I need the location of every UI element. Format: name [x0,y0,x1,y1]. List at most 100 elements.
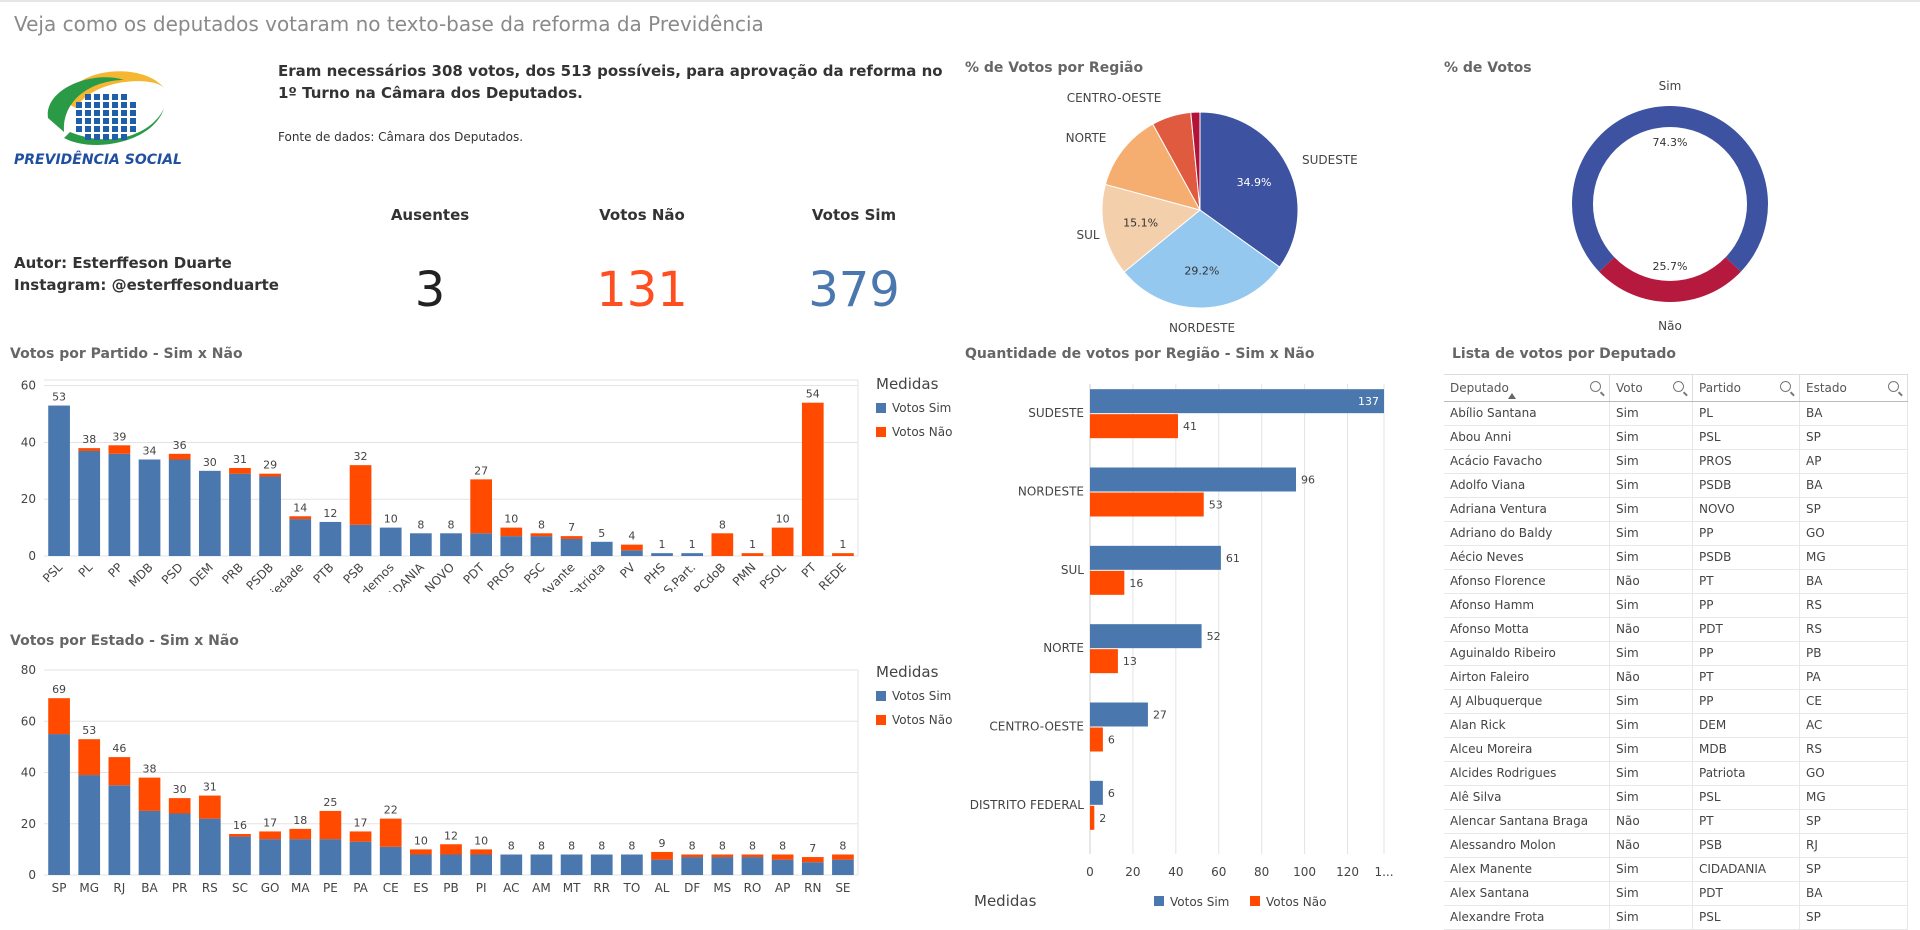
votos-pct-chart-title: % de Votos [1444,60,1532,76]
table-row[interactable]: Abou Anni Sim PSL SP [1444,426,1908,450]
bar-sim [681,857,704,875]
logo-dot [94,110,100,116]
search-icon[interactable] [1780,381,1791,392]
cell-deputado: Afonso Motta [1444,618,1610,641]
bar-sim [198,470,221,556]
col-header-partido[interactable]: Partido [1693,375,1800,401]
page-title: Veja como os deputados votaram no texto-… [14,12,764,36]
donut-category-label: Sim [1659,80,1682,93]
table-row[interactable]: Alex Manente Sim CIDADANIA SP [1444,858,1908,882]
bar-nao [379,818,402,847]
estado-chart: 0 20 40 60 80 69 SP 53 MG 46 RJ 38 BA 30 PR 31 RS 16 SC 17 G… [21,663,859,895]
bar-total-label: 10 [474,834,488,847]
table-row[interactable]: Alexandre Frota Sim PSL SP [1444,906,1908,930]
table-row[interactable]: Alessandro Molon Não PSB RJ [1444,834,1908,858]
bar-nao [1090,414,1178,439]
cell-estado: AC [1800,714,1908,737]
bar-value-label: 96 [1301,474,1315,487]
bar-sim [259,476,281,556]
table-row[interactable]: Afonso Motta Não PDT RS [1444,618,1908,642]
bar-sim [651,553,673,556]
table-row[interactable]: Alencar Santana Braga Não PT SP [1444,810,1908,834]
x-tick-label: PL [76,560,96,580]
table-row[interactable]: Abílio Santana Sim PL BA [1444,402,1908,426]
x-tick-label: AC [503,881,519,895]
bar-value-label: 6 [1108,734,1115,747]
bar-total-label: 8 [598,840,605,853]
cell-partido: PSDB [1693,474,1800,497]
bar-value-label: 6 [1108,787,1115,800]
cell-partido: Patriota [1693,762,1800,785]
cell-voto: Sim [1610,450,1693,473]
x-tick-label: PHS [641,560,668,587]
cell-partido: PROS [1693,450,1800,473]
bar-sim [349,524,372,556]
x-tick-label: DEM [187,560,216,589]
estado-chart-title: Votos por Estado - Sim x Não [10,633,239,649]
bar-total-label: 16 [233,819,247,832]
bar-sim [289,839,312,875]
x-tick-label: PSL [40,560,65,585]
logo-dot [94,126,100,132]
legend-nao-swatch [876,427,886,437]
bar-sim [470,533,493,556]
bar-sim [259,839,281,875]
col-header-label: Estado [1806,381,1847,395]
bar-sim [409,854,432,875]
bar-nao [168,453,191,460]
x-tick-label: PA [353,881,368,895]
table-row[interactable]: Alan Rick Sim DEM AC [1444,714,1908,738]
x-tick-label: MT [563,881,581,895]
table-row[interactable]: Afonso Florence Não PT BA [1444,570,1908,594]
logo-dot [85,118,91,124]
cell-partido: CIDADANIA [1693,858,1800,881]
table-row[interactable]: AJ Albuquerque Sim PP CE [1444,690,1908,714]
cell-voto: Sim [1610,858,1693,881]
bar-total-label: 8 [538,840,545,853]
col-header-deputado[interactable]: Deputado [1444,375,1610,401]
table-row[interactable]: Alcides Rodrigues Sim Patriota GO [1444,762,1908,786]
cell-deputado: Adriano do Baldy [1444,522,1610,545]
table-row[interactable]: Alex Santana Sim PDT BA [1444,882,1908,906]
x-tick-label: GO [261,881,280,895]
cell-voto: Não [1610,570,1693,593]
search-icon[interactable] [1673,381,1684,392]
search-icon[interactable] [1590,381,1601,392]
bar-sim [530,536,553,556]
table-row[interactable]: Adriano do Baldy Sim PP GO [1444,522,1908,546]
kpi-ausentes-label: Ausentes [390,206,470,224]
table-row[interactable]: Airton Faleiro Não PT PA [1444,666,1908,690]
table-row[interactable]: Alê Silva Sim PSL MG [1444,786,1908,810]
table-row[interactable]: Adriana Ventura Sim NOVO SP [1444,498,1908,522]
x-tick-label: PV [617,560,638,581]
cell-deputado: Alexandre Frota [1444,906,1610,929]
bar-sim [289,519,312,556]
col-header-voto[interactable]: Voto [1610,375,1693,401]
bar-nao [1090,727,1103,752]
bar-total-label: 31 [233,453,247,466]
bar-nao [1090,805,1095,830]
table-row[interactable]: Alceu Moreira Sim MDB RS [1444,738,1908,762]
bar-nao [168,798,191,814]
x-tick-label: SC [232,881,248,895]
table-row[interactable]: Acácio Favacho Sim PROS AP [1444,450,1908,474]
bar-total-label: 12 [323,507,337,520]
sort-ascending-icon [1508,393,1516,399]
table-row[interactable]: Aécio Neves Sim PSDB MG [1444,546,1908,570]
bar-nao [560,536,583,539]
cell-deputado: Airton Faleiro [1444,666,1610,689]
table-row[interactable]: Adolfo Viana Sim PSDB BA [1444,474,1908,498]
bar-sim [48,405,70,556]
search-icon[interactable] [1888,381,1899,392]
cell-deputado: Alan Rick [1444,714,1610,737]
col-header-estado[interactable]: Estado [1800,375,1908,401]
cell-deputado: Afonso Hamm [1444,594,1610,617]
legend-sim: Votos Sim [876,401,952,415]
table-row[interactable]: Afonso Hamm Sim PP RS [1444,594,1908,618]
bar-total-label: 22 [384,804,398,817]
cell-estado: AP [1800,450,1908,473]
x-tick-label: 100 [1293,865,1316,879]
table-row[interactable]: Aguinaldo Ribeiro Sim PP PB [1444,642,1908,666]
pie-slice [1104,123,1202,211]
bar-sim [409,533,432,556]
